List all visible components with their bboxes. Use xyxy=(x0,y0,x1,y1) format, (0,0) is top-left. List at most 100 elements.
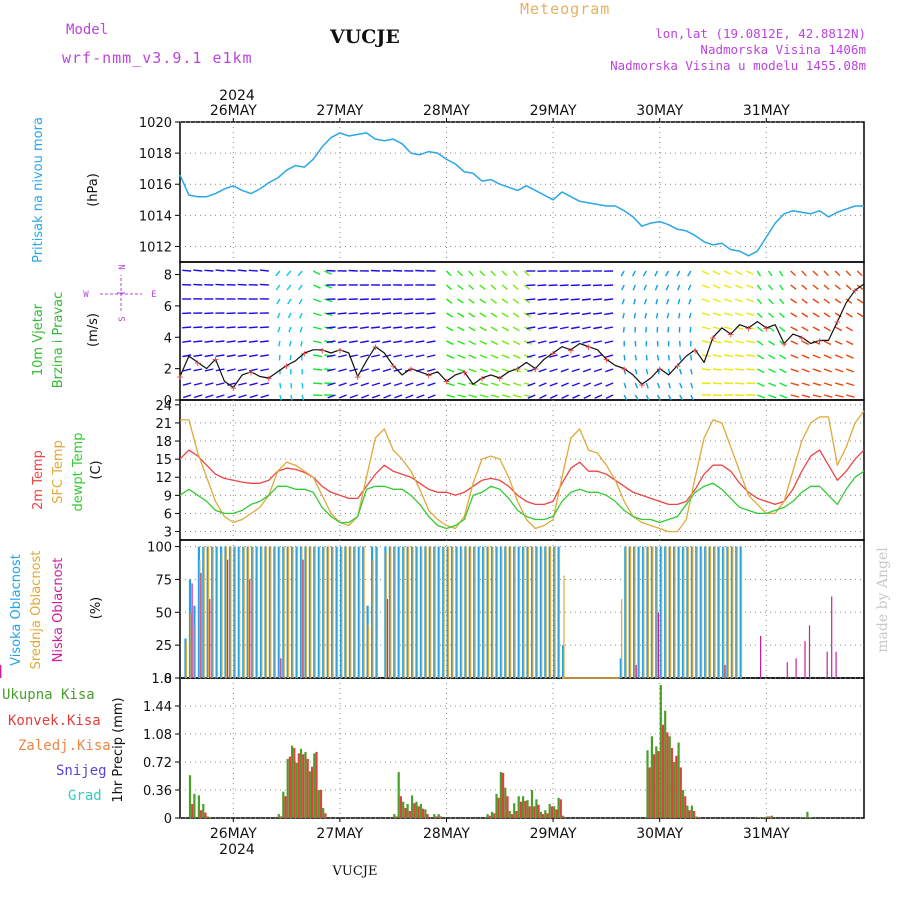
wind-arrow xyxy=(605,394,614,400)
wind-arrow xyxy=(326,269,336,272)
cloud-unit: (%) xyxy=(89,597,104,620)
wind-arrow xyxy=(723,284,732,289)
temp-line-1 xyxy=(180,410,865,533)
wind-gust-mark: + xyxy=(461,366,468,379)
wind-arrow xyxy=(790,312,798,318)
wind-arrow xyxy=(349,394,358,399)
cloud-bar-1 xyxy=(678,546,681,678)
cloud-bar-0 xyxy=(442,546,445,678)
cloud-bar-1 xyxy=(696,546,698,678)
cloud-bar-1 xyxy=(230,546,232,678)
precip-bar-1 xyxy=(515,811,518,818)
wind-arrow xyxy=(779,340,786,346)
cloud-bar-0 xyxy=(406,546,409,678)
wind-gust-mark: + xyxy=(283,360,290,373)
cloud-bar-0 xyxy=(539,546,542,678)
wind-arrow xyxy=(642,270,647,277)
wind-arrow xyxy=(712,382,722,385)
wind-arrow xyxy=(790,340,799,345)
wind-arrow xyxy=(823,298,831,304)
cloud-bar-0 xyxy=(251,546,254,678)
cloud-bar-1 xyxy=(354,546,356,678)
wind-arrow xyxy=(371,394,381,399)
cloud-bar-0 xyxy=(522,546,525,678)
wind-arrow xyxy=(204,326,214,329)
wind-arrow xyxy=(526,340,536,344)
wind-arrow xyxy=(560,354,569,359)
wind-arrow xyxy=(299,312,303,319)
wind-arrow xyxy=(687,284,692,291)
y-tick-label-temp: 3 xyxy=(164,526,172,541)
cloud-bar-1 xyxy=(385,553,387,678)
wind-arrow xyxy=(689,326,692,333)
cloud-bar-0 xyxy=(482,546,485,678)
wind-arrow xyxy=(370,326,380,329)
y-tick-label-wind: 8 xyxy=(164,269,172,284)
cloud-bar-1 xyxy=(545,546,547,678)
wind-arrow xyxy=(571,340,580,344)
y-tick-label-temp: 24 xyxy=(155,399,172,414)
precip-bar-0 xyxy=(761,817,764,818)
wind-arrow xyxy=(645,368,649,375)
wind-arrow xyxy=(688,298,692,305)
cloud-bar-1 xyxy=(625,546,627,678)
wind-arrow xyxy=(593,312,602,315)
wind-arrow xyxy=(215,340,225,343)
precip-bar-0 xyxy=(646,750,649,818)
wind-arrow xyxy=(446,298,453,304)
cloud-bar-1 xyxy=(452,546,454,678)
wind-arrow xyxy=(446,312,453,318)
date-label-top: 26MAY xyxy=(210,103,257,119)
wind-arrow xyxy=(526,326,536,330)
wind-arrow xyxy=(845,326,854,332)
wind-arrow xyxy=(550,394,558,399)
cloud-bar-0 xyxy=(504,546,507,678)
panel-frame-pressure xyxy=(179,121,865,263)
cloud-label-3: Niska Oblacnost xyxy=(51,558,66,663)
cloud-bar-2 xyxy=(786,662,788,678)
cloud-bar-1 xyxy=(341,546,343,678)
cloud-bar-1 xyxy=(483,546,485,678)
wind-arrow xyxy=(415,269,425,272)
precip-bar-1 xyxy=(688,810,691,818)
precip-bar-0 xyxy=(424,809,427,818)
wind-arrow xyxy=(326,312,336,315)
wind-arrow xyxy=(746,368,756,371)
wind-arrow xyxy=(790,298,797,304)
cloud-bar-0 xyxy=(535,546,538,678)
wind-arrow xyxy=(654,270,659,277)
wind-arrow xyxy=(501,340,510,345)
cloud-bar-0 xyxy=(459,546,462,678)
date-label-top: 31MAY xyxy=(743,103,790,119)
precip-bar-0 xyxy=(517,796,520,818)
wind-arrow xyxy=(479,340,488,345)
wind-arrow xyxy=(479,368,488,373)
cloud-label-2: Srednja Oblacnost xyxy=(29,551,44,670)
cloud-bar-1 xyxy=(412,546,414,678)
wind-arrow xyxy=(812,270,819,277)
temp-label-2: SFC Temp xyxy=(51,440,66,504)
wind-arrow xyxy=(801,298,808,304)
wind-arrow xyxy=(313,340,322,344)
cloud-bar-1 xyxy=(714,546,716,678)
wind-arrow xyxy=(593,354,603,358)
wind-arrow xyxy=(801,326,809,332)
wind-arrow xyxy=(204,354,214,358)
cloud-bar-0 xyxy=(450,546,454,678)
precip-bar-0 xyxy=(695,816,698,818)
cloud-bar-2 xyxy=(808,625,811,678)
wind-gust-mark: + xyxy=(266,372,273,385)
precip-bar-0 xyxy=(690,805,693,818)
wind-arrow xyxy=(655,312,659,319)
cloud-bar-1 xyxy=(212,546,214,678)
precip-bar-0 xyxy=(557,797,560,818)
precip-bar-1 xyxy=(191,804,194,818)
wind-arrow xyxy=(823,394,833,398)
wind-arrow xyxy=(312,270,321,276)
wind-arrow xyxy=(834,368,844,373)
wind-arrow xyxy=(768,394,777,399)
wind-arrow xyxy=(823,284,830,291)
wind-arrow xyxy=(687,270,692,277)
wind-arrow xyxy=(405,382,414,387)
wind-arrow xyxy=(393,326,403,329)
